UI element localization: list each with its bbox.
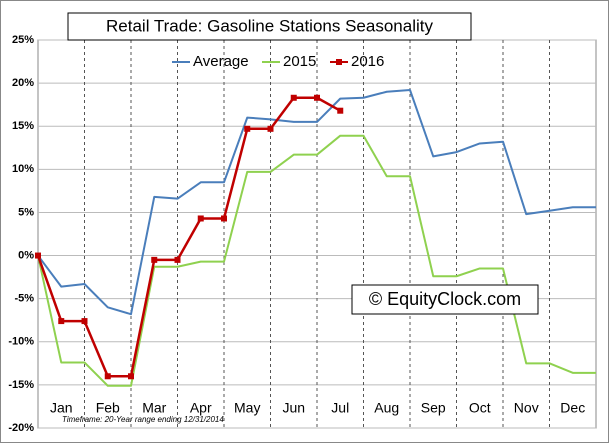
series-marker <box>244 125 251 132</box>
legend-label: 2016 <box>351 53 384 70</box>
y-tick-label: 10% <box>12 163 34 175</box>
x-tick-label: May <box>234 400 260 416</box>
x-tick-label: Aug <box>374 400 399 416</box>
y-tick-label: 25% <box>12 34 34 46</box>
series-marker <box>267 125 274 132</box>
chart-title: Retail Trade: Gasoline Stations Seasonal… <box>106 16 433 35</box>
series-marker <box>128 373 134 380</box>
series-marker <box>104 373 111 380</box>
series-line <box>37 134 596 387</box>
y-tick-label: 15% <box>12 120 34 132</box>
series-line <box>37 89 596 316</box>
watermark-box <box>351 284 539 315</box>
x-tick-label: Sep <box>421 400 446 416</box>
y-tick-label: -5% <box>14 293 34 305</box>
series-marker <box>81 318 88 325</box>
series-line <box>36 96 341 378</box>
y-tick-label: 20% <box>12 77 34 89</box>
y-tick-label: -20% <box>8 422 34 434</box>
series-marker <box>174 256 181 263</box>
x-tick-label: Apr <box>190 400 212 416</box>
series-marker <box>337 107 344 114</box>
watermark: © EquityClock.com <box>369 289 521 309</box>
x-tick-label: Feb <box>96 400 120 416</box>
footnote: Timeframe: 20-Year range ending 12/31/20… <box>62 415 224 424</box>
series-marker <box>35 252 41 259</box>
x-tick-label: Mar <box>142 400 166 416</box>
series-marker <box>290 94 297 101</box>
series-marker <box>197 215 204 222</box>
y-tick-label: -15% <box>8 379 34 391</box>
legend-marker <box>336 59 342 65</box>
series-marker <box>58 318 65 325</box>
x-tick-label: Oct <box>469 400 491 416</box>
series-marker <box>151 256 158 263</box>
series-marker <box>314 94 320 101</box>
y-tick-label: 5% <box>18 206 34 218</box>
x-tick-label: Jul <box>331 400 349 416</box>
x-tick-label: Jun <box>282 400 305 416</box>
y-tick-label: -10% <box>8 336 34 348</box>
series-marker <box>221 215 227 222</box>
x-tick-label: Nov <box>514 400 539 416</box>
x-tick-label: Dec <box>560 400 585 416</box>
y-tick-label: 0% <box>18 249 34 261</box>
x-tick-label: Jan <box>50 400 73 416</box>
legend-label: 2015 <box>283 53 316 70</box>
title-box <box>67 12 472 41</box>
legend-label: Average <box>193 53 249 70</box>
